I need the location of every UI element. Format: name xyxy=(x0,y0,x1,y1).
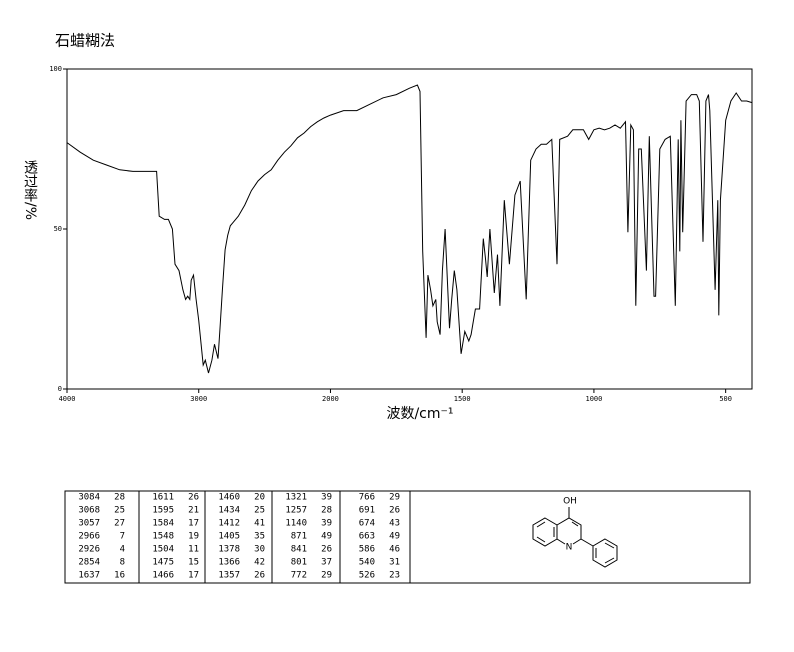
peak-intensity: 15 xyxy=(188,558,199,568)
peak-wavenumber: 674 xyxy=(359,519,375,529)
peak-wavenumber: 1504 xyxy=(152,545,174,555)
table-dividers xyxy=(138,491,411,583)
peak-intensity: 19 xyxy=(188,532,199,542)
peak-intensity: 41 xyxy=(254,519,265,529)
peak-intensity: 26 xyxy=(254,571,265,581)
x-tick-label: 2000 xyxy=(322,395,339,403)
x-tick-label: 1000 xyxy=(585,395,602,403)
peak-wavenumber: 1378 xyxy=(218,545,240,555)
x-axis-label: 波数/cm⁻¹ xyxy=(386,406,453,422)
peak-wavenumber: 1548 xyxy=(152,532,174,542)
peak-wavenumber: 1466 xyxy=(152,571,174,581)
peak-intensity: 20 xyxy=(254,493,265,503)
peak-intensity: 26 xyxy=(321,545,332,555)
y-tick-label: 0 xyxy=(58,385,62,393)
peak-wavenumber: 801 xyxy=(291,558,307,568)
peak-intensity: 49 xyxy=(389,532,400,542)
peak-wavenumber: 1412 xyxy=(218,519,240,529)
peak-intensity: 17 xyxy=(188,519,199,529)
y-tick-label: 100 xyxy=(49,65,62,73)
x-tick-label: 500 xyxy=(719,395,732,403)
peak-wavenumber: 586 xyxy=(359,545,375,555)
peak-intensity: 39 xyxy=(321,493,332,503)
peak-intensity: 27 xyxy=(114,519,125,529)
peak-wavenumber: 1366 xyxy=(218,558,240,568)
peak-wavenumber: 1321 xyxy=(285,493,307,503)
peak-intensity: 26 xyxy=(389,506,400,516)
peak-wavenumber: 2926 xyxy=(78,545,100,555)
molecule xyxy=(532,507,618,568)
peak-wavenumber: 691 xyxy=(359,506,375,516)
peak-intensity: 26 xyxy=(188,493,199,503)
plot-frame xyxy=(66,68,753,390)
peak-wavenumber: 1357 xyxy=(218,571,240,581)
peak-wavenumber: 3084 xyxy=(78,493,100,503)
peak-intensity: 30 xyxy=(254,545,265,555)
x-tick-label: 3000 xyxy=(190,395,207,403)
peak-wavenumber: 2854 xyxy=(78,558,100,568)
peak-table-frame xyxy=(64,490,751,584)
peak-wavenumber: 1257 xyxy=(285,506,307,516)
x-tick-label: 4000 xyxy=(59,395,76,403)
peak-intensity: 28 xyxy=(114,493,125,503)
peak-wavenumber: 1637 xyxy=(78,571,100,581)
peak-intensity: 7 xyxy=(120,532,125,542)
peak-intensity: 16 xyxy=(114,571,125,581)
peak-intensity: 29 xyxy=(389,493,400,503)
y-tick-label: 50 xyxy=(54,225,62,233)
peak-intensity: 17 xyxy=(188,571,199,581)
peak-intensity: 8 xyxy=(120,558,125,568)
peak-intensity: 37 xyxy=(321,558,332,568)
peak-intensity: 42 xyxy=(254,558,265,568)
atom-label: OH xyxy=(563,497,577,507)
peak-wavenumber: 841 xyxy=(291,545,307,555)
peak-intensity: 49 xyxy=(321,532,332,542)
peak-intensity: 29 xyxy=(321,571,332,581)
atom-label: N xyxy=(566,543,573,553)
peak-intensity: 23 xyxy=(389,571,400,581)
peak-intensity: 25 xyxy=(254,506,265,516)
peak-wavenumber: 1140 xyxy=(285,519,307,529)
peak-intensity: 28 xyxy=(321,506,332,516)
peak-intensity: 31 xyxy=(389,558,400,568)
peak-intensity: 21 xyxy=(188,506,199,516)
peak-wavenumber: 663 xyxy=(359,532,375,542)
peak-intensity: 43 xyxy=(389,519,400,529)
peak-wavenumber: 871 xyxy=(291,532,307,542)
peak-intensity: 39 xyxy=(321,519,332,529)
peak-intensity: 46 xyxy=(389,545,400,555)
peak-wavenumber: 1595 xyxy=(152,506,174,516)
peak-wavenumber: 3068 xyxy=(78,506,100,516)
peak-intensity: 4 xyxy=(120,545,125,555)
y-axis-label: 透过率/% xyxy=(22,160,38,220)
peak-wavenumber: 1584 xyxy=(152,519,174,529)
peak-wavenumber: 772 xyxy=(291,571,307,581)
peak-wavenumber: 1611 xyxy=(152,493,174,503)
spectrum-line xyxy=(66,84,753,374)
peak-wavenumber: 2966 xyxy=(78,532,100,542)
peak-intensity: 35 xyxy=(254,532,265,542)
peak-wavenumber: 3057 xyxy=(78,519,100,529)
peak-wavenumber: 526 xyxy=(359,571,375,581)
peak-wavenumber: 1405 xyxy=(218,532,240,542)
peak-wavenumber: 1475 xyxy=(152,558,174,568)
x-tick-label: 1500 xyxy=(454,395,471,403)
peak-intensity: 25 xyxy=(114,506,125,516)
peak-wavenumber: 1434 xyxy=(218,506,240,516)
peak-intensity: 11 xyxy=(188,545,199,555)
peak-wavenumber: 1460 xyxy=(218,493,240,503)
chart-title: 石蜡糊法 xyxy=(55,32,115,50)
peak-wavenumber: 540 xyxy=(359,558,375,568)
peak-wavenumber: 766 xyxy=(359,493,375,503)
